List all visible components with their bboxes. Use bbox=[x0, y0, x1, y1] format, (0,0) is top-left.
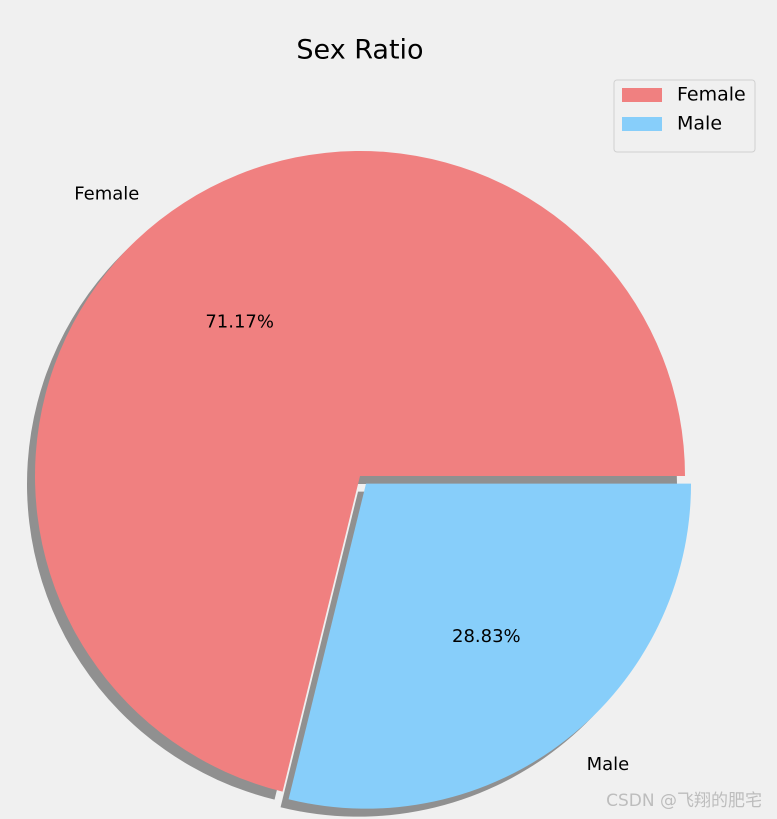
value-label: 71.17% bbox=[205, 312, 274, 333]
legend-label: Male bbox=[677, 113, 722, 135]
wedge bbox=[34, 151, 685, 792]
category-label: Male bbox=[587, 754, 630, 775]
category-label: Female bbox=[74, 184, 139, 205]
legend-swatch bbox=[622, 117, 662, 131]
legend-swatch bbox=[622, 88, 662, 102]
legend-label: Female bbox=[677, 84, 746, 106]
value-label: 28.83% bbox=[452, 626, 521, 647]
chart-title: Sex Ratio bbox=[296, 35, 423, 66]
wedge bbox=[288, 483, 692, 809]
watermark: CSDN @飞翔的肥宅 bbox=[606, 791, 762, 811]
